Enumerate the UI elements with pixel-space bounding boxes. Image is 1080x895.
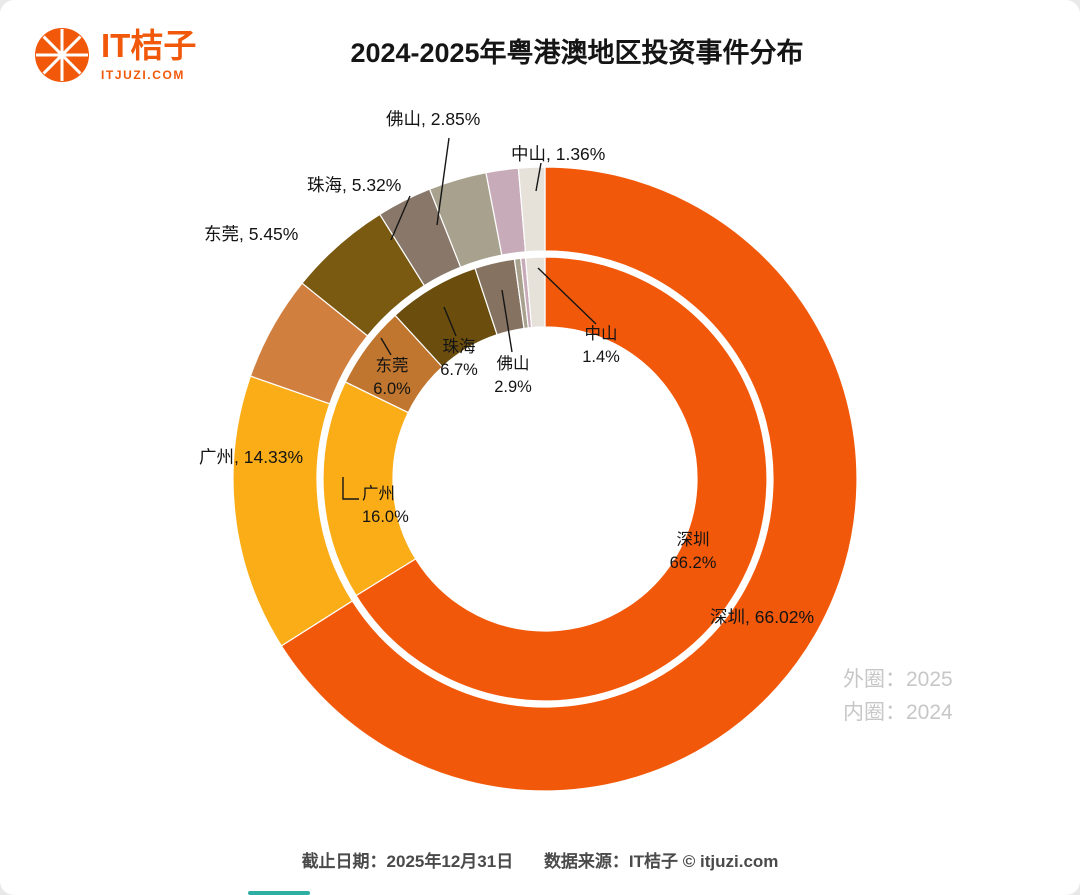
page-title: 2024-2025年粤港澳地区投资事件分布: [350, 38, 804, 68]
inner-label-zhongshan: 中山 1.4%: [566, 323, 636, 369]
ring-legend: 外圈：2025 内圈：2024: [843, 663, 953, 729]
inner-ring-slice-zhongshan: [524, 256, 546, 329]
label-leader-line: [535, 162, 542, 192]
inner-label-shenzhen: 深圳 66.2%: [648, 529, 738, 575]
legend-inner-ring: 内圈：2024: [843, 701, 953, 724]
inner-label-pct: 66.2%: [669, 554, 717, 572]
label-leader-line: [443, 306, 457, 337]
outer-label-dongguan: 东莞, 5.45%: [204, 224, 299, 244]
inner-label-name: 深圳: [676, 531, 710, 549]
outer-label-zhuhai: 珠海, 5.32%: [307, 175, 402, 195]
inner-label-name: 东莞: [375, 357, 409, 375]
inner-label-foshan: 佛山 2.9%: [478, 353, 548, 399]
label-leader-line: [501, 289, 513, 353]
inner-label-pct: 6.0%: [373, 380, 411, 398]
footer-cutoff-date: 截止日期：2025年12月31日: [301, 852, 514, 871]
inner-label-name: 广州: [362, 485, 395, 503]
inner-label-zhuhai: 珠海 6.7%: [424, 336, 494, 382]
outer-label-foshan: 佛山, 2.85%: [386, 109, 481, 129]
label-leader-line: [342, 477, 359, 500]
inner-label-guangzhou: 广州 16.0%: [362, 483, 432, 529]
inner-label-name: 佛山: [496, 355, 530, 373]
inner-label-pct: 6.7%: [440, 361, 478, 379]
inner-label-name: 珠海: [442, 338, 476, 356]
inner-label-pct: 2.9%: [494, 378, 532, 396]
bottom-teal-dash: [248, 891, 310, 895]
outer-label-shenzhen: 深圳, 66.02%: [710, 607, 815, 627]
inner-label-dongguan: 东莞 6.0%: [357, 355, 427, 401]
outer-label-zhongshan: 中山, 1.36%: [511, 144, 606, 164]
itjuzi-logo: IT桔子 ITJUZI.COM: [33, 26, 196, 84]
outer-ring-slice-shenzhen: [280, 166, 858, 792]
footer-data-source: 数据来源：IT桔子 © itjuzi.com: [543, 852, 779, 871]
inner-label-pct: 16.0%: [362, 508, 409, 526]
logo-title: IT桔子: [101, 27, 197, 64]
outer-label-guangzhou: 广州, 14.33%: [199, 447, 304, 467]
label-leader-line: [537, 267, 597, 325]
footer-note: 截止日期：2025年12月31日 数据来源：IT桔子 © itjuzi.com: [0, 847, 1080, 872]
logo-subtitle: ITJUZI.COM: [101, 68, 185, 82]
orange-fruit-icon: [35, 28, 89, 82]
inner-ring-slice-shenzhen: [355, 256, 768, 702]
inner-label-name: 中山: [584, 325, 618, 343]
inner-label-pct: 1.4%: [582, 348, 620, 366]
label-leader-line: [380, 337, 392, 356]
outer-ring-slice-zhongshan: [517, 166, 546, 253]
label-leader-line: [390, 195, 411, 241]
legend-outer-ring: 外圈：2025: [843, 668, 953, 691]
label-leader-line: [436, 137, 450, 226]
